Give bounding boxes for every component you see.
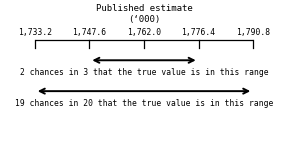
Text: 2 chances in 3 that the true value is in this range: 2 chances in 3 that the true value is in… xyxy=(20,68,268,77)
Text: 1,747.6: 1,747.6 xyxy=(72,29,107,37)
Text: 1,733.2: 1,733.2 xyxy=(18,29,52,37)
Text: 1,762.0: 1,762.0 xyxy=(127,29,161,37)
Text: 1,776.4: 1,776.4 xyxy=(181,29,216,37)
Text: (‘000): (‘000) xyxy=(128,15,160,24)
Text: 1,790.8: 1,790.8 xyxy=(236,29,270,37)
Text: Published estimate: Published estimate xyxy=(96,4,192,13)
Text: 19 chances in 20 that the true value is in this range: 19 chances in 20 that the true value is … xyxy=(15,99,273,108)
